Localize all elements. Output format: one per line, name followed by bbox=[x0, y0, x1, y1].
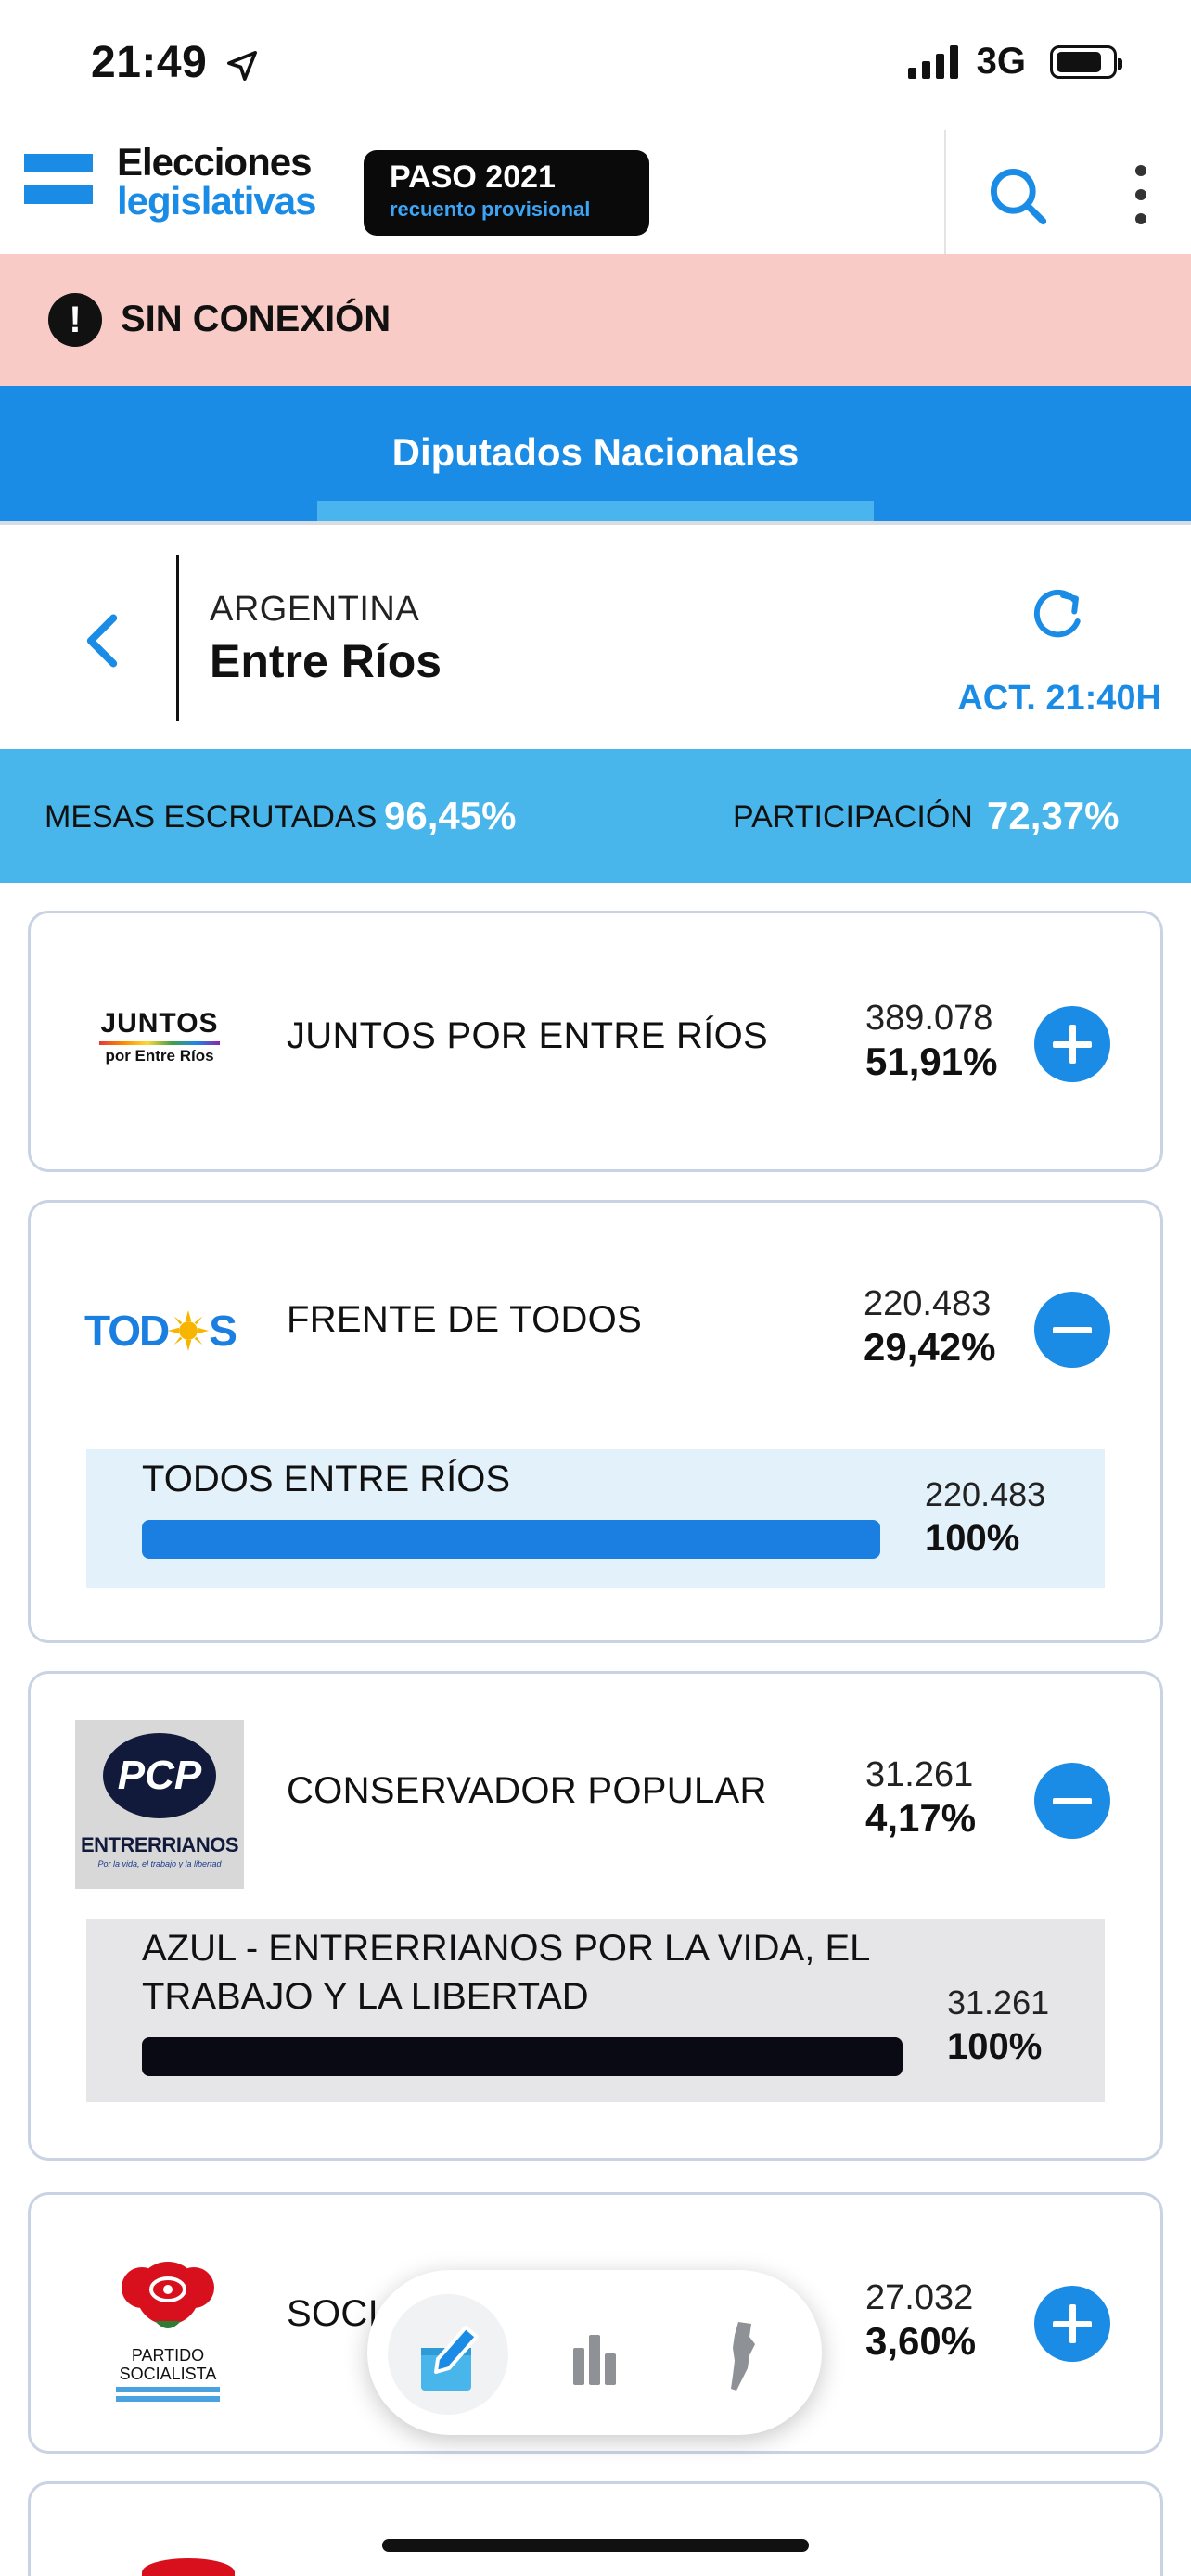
mesas-value: 96,45% bbox=[384, 794, 517, 837]
signal-icon bbox=[907, 45, 958, 79]
list-name: TODOS ENTRE RÍOS bbox=[142, 1459, 511, 1499]
party-percentage: 4,17% bbox=[865, 1796, 977, 1840]
list-votes: 220.483 bbox=[925, 1475, 1046, 1513]
party-logo-socialista: PARTIDO SOCIALISTA bbox=[105, 2251, 231, 2408]
bar-chart-icon bbox=[573, 2335, 616, 2385]
juntos-logo-word: JUNTOS bbox=[100, 1008, 219, 1039]
tab-diputados-nacionales[interactable]: Diputados Nacionales bbox=[391, 430, 800, 474]
home-indicator bbox=[382, 2539, 809, 2552]
sun-icon bbox=[168, 1310, 210, 1351]
party-percentage: 3,60% bbox=[865, 2319, 977, 2363]
vote-icon bbox=[421, 2326, 479, 2391]
paso-badge-subtitle: recuento provisional bbox=[390, 198, 591, 221]
party-logo-pcp: PCP ENTRERRIANOS Por la vida, el trabajo… bbox=[75, 1720, 244, 1889]
todos-logo-left: TOD bbox=[84, 1307, 170, 1355]
status-bar: 21:49 3G bbox=[0, 0, 1191, 130]
expand-plus-icon[interactable] bbox=[1034, 2286, 1110, 2362]
list-progress-bar bbox=[142, 1520, 880, 1559]
party-card-frente-de-todos[interactable]: TOD S FRENTE DE TODOS 220.483 29,42% TOD… bbox=[28, 1200, 1163, 1643]
list-row-azul-entrerrianos: AZUL - ENTRERRIANOS POR LA VIDA, EL TRAB… bbox=[86, 1919, 1105, 2102]
party-logo-next bbox=[142, 2558, 235, 2576]
list-percentage: 100% bbox=[947, 2026, 1043, 2067]
app-header: Elecciones legislativas PASO 2021 recuen… bbox=[0, 130, 1191, 254]
tab-bar: Diputados Nacionales bbox=[0, 386, 1191, 521]
offline-text: SIN CONEXIÓN bbox=[121, 299, 391, 339]
paso-badge-title: PASO 2021 bbox=[390, 159, 556, 195]
collapse-minus-icon[interactable] bbox=[1034, 1292, 1110, 1368]
nav-map[interactable] bbox=[681, 2294, 801, 2415]
bottom-nav bbox=[367, 2270, 822, 2435]
rose-icon bbox=[122, 2262, 214, 2328]
juntos-logo-sub: por Entre Ríos bbox=[105, 1047, 214, 1065]
socialista-logo-stripe-2 bbox=[116, 2396, 220, 2402]
argentina-map-icon bbox=[731, 2322, 755, 2391]
party-name: CONSERVADOR POPULAR bbox=[287, 1770, 767, 1811]
status-indicators: 3G bbox=[907, 41, 1122, 83]
offline-banner: ! SIN CONEXIÓN bbox=[0, 254, 1191, 386]
party-card-juntos[interactable]: JUNTOS por Entre Ríos JUNTOS POR ENTRE R… bbox=[28, 911, 1163, 1172]
location-divider bbox=[176, 555, 179, 721]
juntos-logo-stripe bbox=[99, 1041, 220, 1045]
location-header: ARGENTINA Entre Ríos ACT. 21:40H bbox=[0, 525, 1191, 749]
party-name: JUNTOS POR ENTRE RÍOS bbox=[287, 1015, 768, 1056]
party-card-next[interactable] bbox=[28, 2481, 1163, 2576]
paso-badge: PASO 2021 recuento provisional bbox=[364, 150, 649, 236]
party-votes: 389.078 bbox=[865, 999, 993, 1038]
nav-results-chart[interactable] bbox=[534, 2294, 655, 2415]
list-percentage: 100% bbox=[925, 1518, 1020, 1559]
stats-bar: MESAS ESCRUTADAS 96,45% PARTICIPACIÓN 72… bbox=[0, 749, 1191, 883]
mesas-label: MESAS ESCRUTADAS bbox=[45, 799, 378, 835]
party-percentage: 29,42% bbox=[864, 1325, 996, 1369]
header-divider bbox=[944, 130, 946, 254]
party-votes: 31.261 bbox=[865, 1755, 974, 1794]
tab-active-indicator bbox=[317, 501, 874, 521]
list-progress-bar bbox=[142, 2037, 903, 2076]
location-province: Entre Ríos bbox=[210, 635, 442, 687]
socialista-logo-stripe bbox=[116, 2387, 220, 2392]
expand-plus-icon[interactable] bbox=[1034, 1006, 1110, 1082]
location-country: ARGENTINA bbox=[210, 590, 420, 629]
party-votes: 27.032 bbox=[865, 2278, 974, 2317]
logo-line2: legislativas bbox=[117, 179, 316, 223]
todos-logo-right: S bbox=[209, 1307, 237, 1355]
tab-divider bbox=[0, 521, 1191, 525]
refresh-icon[interactable] bbox=[1024, 582, 1089, 647]
status-time: 21:49 bbox=[91, 38, 208, 87]
party-logo-juntos: JUNTOS por Entre Ríos bbox=[90, 1008, 229, 1075]
more-vertical-icon[interactable] bbox=[1122, 158, 1159, 232]
pcp-logo-slogan: Por la vida, el trabajo y la libertad bbox=[97, 1859, 222, 1868]
last-update: ACT. 21:40H bbox=[957, 679, 1161, 718]
pcp-logo-mark: PCP bbox=[103, 1733, 216, 1818]
alert-icon: ! bbox=[48, 293, 102, 347]
party-logo-todos: TOD S bbox=[84, 1305, 242, 1357]
participacion-value: 72,37% bbox=[987, 794, 1120, 837]
party-name: FRENTE DE TODOS bbox=[287, 1299, 643, 1340]
list-name-line1: AZUL - ENTRERRIANOS POR LA VIDA, EL bbox=[142, 1928, 871, 1969]
party-votes: 220.483 bbox=[864, 1284, 992, 1323]
nav-vote[interactable] bbox=[388, 2294, 508, 2415]
chevron-left-icon[interactable] bbox=[74, 608, 130, 673]
battery-icon bbox=[1050, 45, 1122, 79]
location-arrow-icon bbox=[226, 50, 258, 82]
socialista-logo-line2: SOCIALISTA bbox=[119, 2365, 217, 2383]
list-votes: 31.261 bbox=[947, 1983, 1050, 2021]
collapse-minus-icon[interactable] bbox=[1034, 1763, 1110, 1839]
search-icon[interactable] bbox=[983, 161, 1054, 232]
list-name-line2: TRABAJO Y LA LIBERTAD bbox=[142, 1976, 589, 2017]
pcp-logo-word: ENTRERRIANOS bbox=[80, 1833, 239, 1856]
logo-line1: Elecciones bbox=[117, 140, 312, 184]
party-percentage: 51,91% bbox=[865, 1039, 998, 1083]
socialista-logo-line1: PARTIDO bbox=[131, 2346, 205, 2365]
party-card-conservador-popular[interactable]: PCP ENTRERRIANOS Por la vida, el trabajo… bbox=[28, 1671, 1163, 2161]
participacion-label: PARTICIPACIÓN bbox=[733, 799, 973, 835]
network-type: 3G bbox=[976, 41, 1026, 82]
app-logo: Elecciones legislativas bbox=[117, 140, 316, 223]
logo-bars-icon bbox=[24, 154, 93, 217]
list-row-todos-entre-rios: TODOS ENTRE RÍOS 220.483 100% bbox=[86, 1449, 1105, 1588]
